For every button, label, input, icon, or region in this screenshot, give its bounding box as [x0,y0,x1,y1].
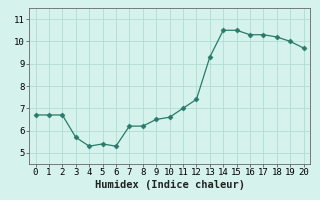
X-axis label: Humidex (Indice chaleur): Humidex (Indice chaleur) [95,180,244,190]
